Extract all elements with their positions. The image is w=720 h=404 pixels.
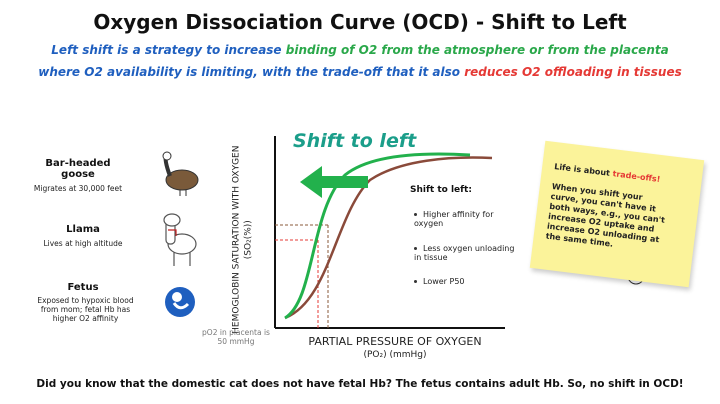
subtitle-segment: where O2 availability is limiting, with … — [38, 65, 465, 79]
goose-icon — [162, 151, 199, 196]
note-body: When you shift your curve, you can't hav… — [545, 181, 666, 249]
box-item-text: Lower P50 — [423, 277, 465, 286]
box-heading: Shift to left: — [410, 185, 472, 195]
subtitle-line: Left shift is a strategy to increase bin… — [0, 43, 720, 57]
left-shift-curve — [284, 152, 471, 320]
llama-icon — [163, 213, 197, 266]
box-item: Higher affinity for oxygen — [414, 210, 514, 228]
fetus-icon — [165, 287, 195, 317]
note-heading-segment: trade-offs! — [612, 169, 661, 184]
subtitle-segment: binding of O2 from the atmosphere or fro… — [285, 43, 669, 57]
example-title: Llama — [66, 224, 100, 235]
box-item: Lower P50 — [414, 277, 514, 286]
example-title: Fetus — [67, 282, 99, 293]
box-item-text: Higher affinity for oxygen — [414, 210, 494, 228]
shift-arrow — [300, 166, 368, 198]
normal-curve — [284, 156, 493, 320]
sticky-note: Life is about trade-offs! When you shift… — [529, 140, 705, 288]
subtitle-segment: reduces O2 offloading in tissues — [464, 65, 682, 79]
example-note: Migrates at 30,000 feet — [33, 184, 123, 193]
title: Oxygen Dissociation Curve (OCD) - Shift … — [93, 10, 627, 34]
bullet — [414, 280, 417, 283]
example-note: Lives at high altitude — [43, 239, 123, 248]
x-axis-units: (PO₂) (mmHg) — [363, 350, 427, 360]
guide-lines — [275, 224, 329, 328]
example-title: Bar-headed goose — [45, 158, 111, 180]
note-heading-segment: Life is about — [553, 162, 614, 179]
bullet — [414, 213, 417, 216]
x-axis-label: PARTIAL PRESSURE OF OXYGEN — [308, 335, 482, 348]
y-axis-label: HEMOGLOBIN SATURATION WITH OXYGEN (SO₂(%… — [231, 145, 253, 334]
shift-label: Shift to left — [293, 130, 417, 152]
annotation: pO2 in placenta is 50 mmHg — [202, 328, 270, 346]
box-item-text: Less oxygen unloading in tissue — [414, 244, 515, 262]
subtitle-line: where O2 availability is limiting, with … — [0, 65, 720, 79]
bullet — [414, 247, 417, 250]
note-heading: Life is about trade-offs! — [554, 162, 661, 184]
box-item: Less oxygen unloading in tissue — [414, 244, 519, 262]
footer: Did you know that the domestic cat does … — [36, 378, 684, 390]
subtitle-segment: Left shift is a strategy to increase — [51, 43, 286, 57]
example-note: Exposed to hypoxic blood from mom; fetal… — [37, 296, 134, 323]
